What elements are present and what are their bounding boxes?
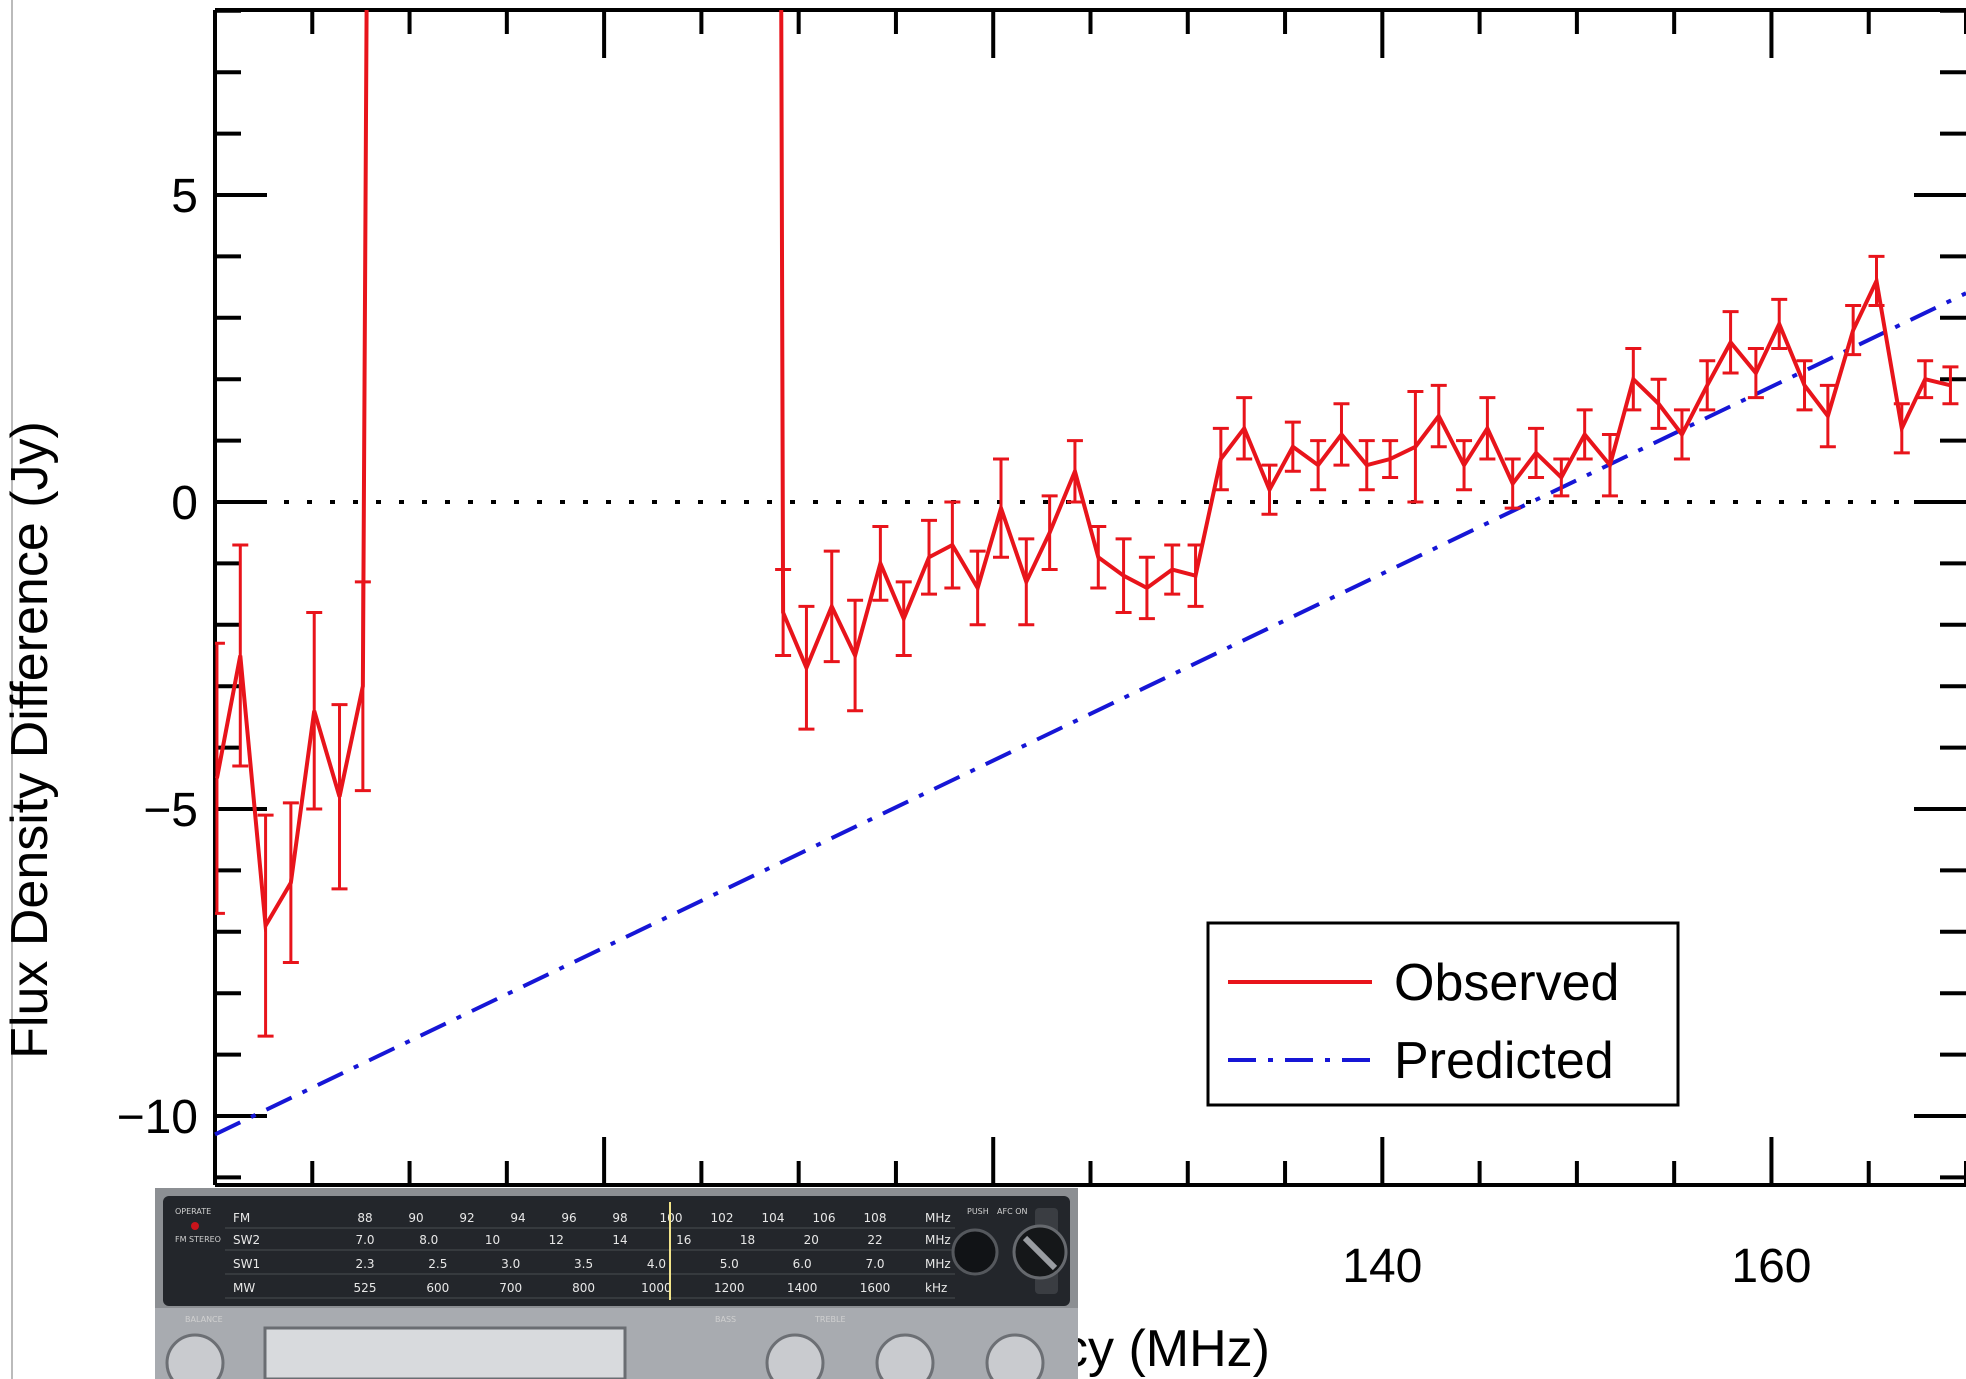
radio-scale-value: 10 <box>485 1233 500 1247</box>
radio-unit: kHz <box>925 1281 947 1295</box>
radio-control-knob <box>165 1333 225 1379</box>
radio-scale-value: 5.0 <box>720 1257 739 1271</box>
radio-display-window <box>263 1326 627 1379</box>
radio-scale-value: 1600 <box>860 1281 891 1295</box>
radio-band-label: FM <box>233 1211 250 1225</box>
radio-scale-value: 104 <box>762 1211 785 1225</box>
observed-line <box>215 10 369 933</box>
radio-scale-value: 1200 <box>714 1281 745 1295</box>
radio-scale-value: 98 <box>612 1211 627 1225</box>
radio-scale-value: 102 <box>711 1211 734 1225</box>
radio-knob-label: TREBLE <box>814 1315 846 1324</box>
radio-scale-value: 20 <box>804 1233 819 1247</box>
radio-scale-value: 8.0 <box>419 1233 438 1247</box>
radio-indicator-label: PUSH <box>967 1207 989 1216</box>
legend-box <box>1206 921 1680 1107</box>
y-tick-label: 0 <box>171 477 198 530</box>
legend-label-observed: Observed <box>1394 954 1619 1012</box>
radio-indicator-label: OPERATE <box>175 1207 211 1216</box>
radio-knob-label: BALANCE <box>185 1315 223 1324</box>
radio-power-light <box>191 1222 199 1230</box>
legend: Observed Predicted <box>1206 921 1680 1107</box>
radio-knob-label: BASS <box>715 1315 736 1324</box>
radio-scale-value: 600 <box>426 1281 449 1295</box>
radio-scale-value: 14 <box>612 1233 627 1247</box>
radio-band-label: SW2 <box>233 1233 260 1247</box>
radio-scale-value: 800 <box>572 1281 595 1295</box>
observed-line <box>779 10 1951 673</box>
radio-scale-value: 22 <box>867 1233 882 1247</box>
radio-control-knob <box>765 1333 825 1379</box>
radio-indicator-label: AFC ON <box>997 1207 1028 1216</box>
radio-scale-value: 7.0 <box>355 1233 374 1247</box>
radio-knob-pointer <box>1022 1235 1058 1271</box>
radio-scale-value: 525 <box>354 1281 377 1295</box>
x-tick-label: 160 <box>1731 1240 1811 1293</box>
radio-photo: FM889092949698100102104106108MHzSW27.08.… <box>155 1188 1078 1379</box>
radio-unit: MHz <box>925 1211 951 1225</box>
radio-indicator-label: FM STEREO <box>175 1235 221 1244</box>
radio-scale-value: 4.0 <box>647 1257 666 1271</box>
radio-scale-value: 2.3 <box>355 1257 374 1271</box>
radio-scale-value: 94 <box>510 1211 525 1225</box>
radio-scale-value: 6.0 <box>793 1257 812 1271</box>
y-tick-label: 5 <box>171 170 198 223</box>
axis-ticks <box>213 8 1966 1185</box>
radio-scale-value: 92 <box>459 1211 474 1225</box>
radio-scale-value: 7.0 <box>865 1257 884 1271</box>
radio-band-label: SW1 <box>233 1257 260 1271</box>
radio-scale-value: 96 <box>561 1211 576 1225</box>
radio-scale-value: 106 <box>813 1211 836 1225</box>
x-axis-title: cy (MHz) <box>1062 1320 1270 1378</box>
radio-scale-value: 90 <box>408 1211 423 1225</box>
y-axis-title: Flux Density Difference (Jy) <box>1 421 59 1059</box>
radio-band-label: MW <box>233 1281 255 1295</box>
radio-scale-value: 3.5 <box>574 1257 593 1271</box>
radio-scale-value: 3.0 <box>501 1257 520 1271</box>
radio-scale-value: 18 <box>740 1233 755 1247</box>
radio-scale-value: 2.5 <box>428 1257 447 1271</box>
radio-scale-value: 16 <box>676 1233 691 1247</box>
radio-scale-value: 12 <box>549 1233 564 1247</box>
radio-scale-value: 88 <box>357 1211 372 1225</box>
radio-control-knob <box>875 1333 935 1379</box>
observed-clipped <box>215 10 1959 1038</box>
radio-scale-value: 108 <box>864 1211 887 1225</box>
radio-scale-value: 1400 <box>787 1281 818 1295</box>
predicted-series <box>214 291 1966 1137</box>
radio-scale-value: 1000 <box>641 1281 672 1295</box>
radio-control-knob <box>985 1333 1045 1379</box>
legend-label-predicted: Predicted <box>1394 1032 1614 1090</box>
radio-push-button <box>951 1228 999 1276</box>
radio-scale-value: 700 <box>499 1281 522 1295</box>
tick-labels: −10 −5 0 5 140 160 <box>117 170 1812 1293</box>
radio-unit: MHz <box>925 1233 951 1247</box>
y-tick-label: −5 <box>143 784 198 837</box>
predicted-line <box>214 291 1966 1137</box>
x-tick-label: 140 <box>1342 1240 1422 1293</box>
observed-series <box>215 10 1959 1038</box>
radio-unit: MHz <box>925 1257 951 1271</box>
y-tick-label: −10 <box>117 1091 198 1144</box>
radio-dial-panel <box>163 1196 1070 1306</box>
